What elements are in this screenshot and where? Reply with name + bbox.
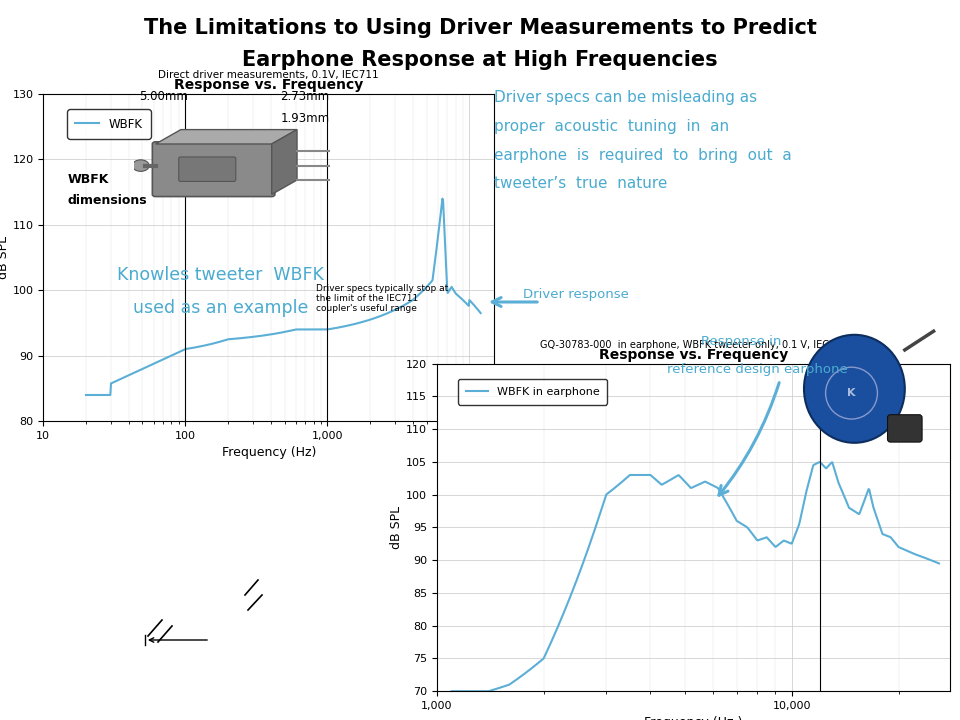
Text: 2.73mm: 2.73mm: [280, 90, 329, 103]
Text: Earphone Response at High Frequencies: Earphone Response at High Frequencies: [242, 50, 718, 71]
Text: earphone  is  required  to  bring  out  a: earphone is required to bring out a: [494, 148, 792, 163]
FancyBboxPatch shape: [887, 415, 922, 442]
Text: Response in: Response in: [701, 335, 781, 348]
Circle shape: [132, 160, 149, 171]
Legend: WBFK: WBFK: [67, 109, 151, 139]
Text: used as an example: used as an example: [133, 299, 308, 317]
Text: reference design earphone: reference design earphone: [667, 363, 848, 376]
Ellipse shape: [804, 335, 904, 443]
Text: K: K: [848, 388, 855, 398]
Text: 5.00mm: 5.00mm: [139, 90, 188, 103]
Text: Knowles tweeter  WBFK: Knowles tweeter WBFK: [117, 266, 324, 284]
Text: Driver response: Driver response: [523, 288, 629, 301]
Polygon shape: [272, 130, 297, 194]
Legend: WBFK in earphone: WBFK in earphone: [458, 379, 607, 405]
Y-axis label: dB SPL: dB SPL: [390, 506, 403, 549]
Text: proper  acoustic  tuning  in  an: proper acoustic tuning in an: [494, 119, 730, 134]
Text: GQ-30783-000  in earphone, WBFK tweeter only, 0.1 V, IEC711: GQ-30783-000 in earphone, WBFK tweeter o…: [540, 341, 848, 351]
FancyBboxPatch shape: [179, 157, 236, 181]
Circle shape: [826, 367, 877, 419]
Text: tweeter’s  true  nature: tweeter’s true nature: [494, 176, 668, 192]
Text: 1.93mm: 1.93mm: [280, 112, 329, 125]
Text: Driver specs typically stop at
the limit of the IEC711
coupler's useful range: Driver specs typically stop at the limit…: [316, 284, 448, 313]
Text: WBFK: WBFK: [67, 173, 108, 186]
Text: The Limitations to Using Driver Measurements to Predict: The Limitations to Using Driver Measurem…: [144, 18, 816, 38]
X-axis label: Frequency (Hz): Frequency (Hz): [222, 446, 316, 459]
Title: Response vs. Frequency: Response vs. Frequency: [174, 78, 364, 92]
X-axis label: Frequency (Hz.): Frequency (Hz.): [644, 716, 743, 720]
Y-axis label: dB SPL: dB SPL: [0, 236, 10, 279]
Title: Response vs. Frequency: Response vs. Frequency: [599, 348, 788, 362]
FancyBboxPatch shape: [153, 142, 275, 197]
Text: dimensions: dimensions: [67, 194, 147, 207]
Text: Direct driver measurements, 0.1V, IEC711: Direct driver measurements, 0.1V, IEC711: [158, 71, 379, 81]
Text: Driver specs can be misleading as: Driver specs can be misleading as: [494, 90, 757, 105]
Polygon shape: [156, 130, 297, 144]
